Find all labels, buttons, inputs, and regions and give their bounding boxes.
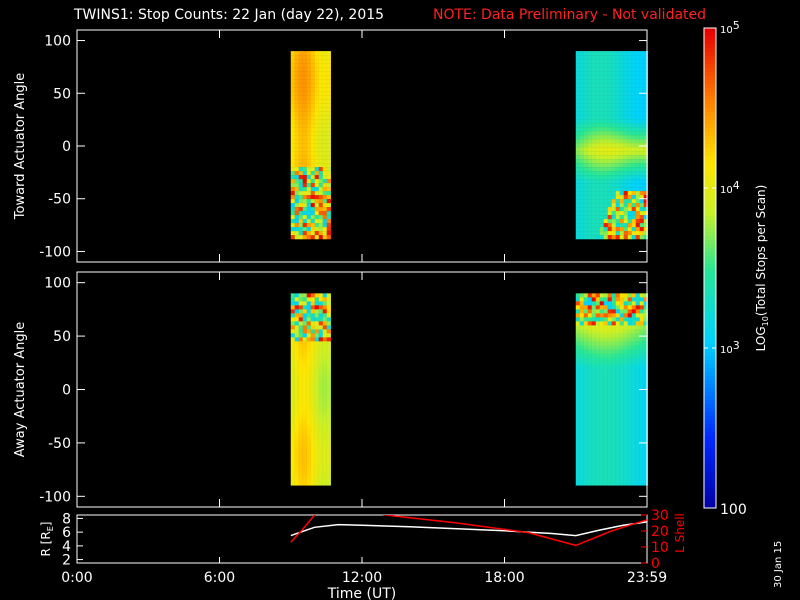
panel-frame bbox=[76, 514, 648, 564]
y-axis-label: Away Actuator Angle bbox=[13, 322, 28, 457]
y-tick-label: 8 bbox=[62, 511, 71, 527]
chart-title-note: NOTE: Data Preliminary - Not validated bbox=[433, 7, 707, 23]
x-tick-label: 0:00 bbox=[61, 570, 92, 586]
y-tick-label: -50 bbox=[48, 436, 71, 452]
heatmap-segment bbox=[575, 51, 648, 240]
y-tick-label: 50 bbox=[53, 86, 71, 102]
y-axis-label-right: L Shell bbox=[673, 513, 687, 553]
colorbar-label: LOG10(Total Stops per Scan) bbox=[754, 185, 770, 352]
heatmap-panel-2 bbox=[76, 271, 648, 508]
heatmap-panel-1 bbox=[76, 29, 648, 263]
y-tick-label: 4 bbox=[62, 539, 71, 555]
y-tick-label: -100 bbox=[39, 244, 71, 260]
y-tick-label: 6 bbox=[62, 525, 71, 541]
y-tick-label: 100 bbox=[44, 276, 71, 292]
footer-date: 30 Jan 15 bbox=[773, 540, 784, 588]
y-axis-label-left: R [RE] bbox=[39, 522, 55, 557]
heatmap-segment bbox=[575, 293, 648, 486]
r-series-line bbox=[290, 521, 647, 537]
y-tick-label: 50 bbox=[53, 329, 71, 345]
orbit-panel: R [RE] bbox=[39, 514, 648, 564]
panel-frame bbox=[76, 271, 648, 508]
colorbar-tick-label: 105 bbox=[720, 19, 740, 36]
y-tick-label: 2 bbox=[62, 553, 71, 569]
colorbar-tick-label: 100 bbox=[720, 502, 747, 518]
chart-title-main: TWINS1: Stop Counts: 22 Jan (day 22), 20… bbox=[74, 7, 385, 23]
y-tick-label-right: 20 bbox=[651, 524, 669, 540]
y-tick-label: -100 bbox=[39, 489, 71, 505]
x-tick-label: 18:00 bbox=[484, 570, 524, 586]
chart-title: TWINS1: Stop Counts: 22 Jan (day 22), 20… bbox=[0, 7, 800, 25]
x-tick-label: 12:00 bbox=[342, 570, 382, 586]
colorbar-frame bbox=[703, 27, 717, 509]
x-tick-label: 23:59 bbox=[627, 570, 667, 586]
colorbar-tick-label: 104 bbox=[720, 179, 740, 196]
lshell-series-line bbox=[290, 515, 647, 547]
y-tick-label: 0 bbox=[62, 139, 71, 155]
y-axis-label: Toward Actuator Angle bbox=[13, 73, 28, 220]
x-tick-label: 6:00 bbox=[204, 570, 235, 586]
heatmap-segment bbox=[290, 51, 331, 240]
heatmap-segment bbox=[290, 293, 331, 486]
y-tick-label: 100 bbox=[44, 34, 71, 50]
y-tick-label-right: 0 bbox=[651, 556, 660, 572]
y-tick-label: -50 bbox=[48, 192, 71, 208]
panel-frame bbox=[76, 29, 648, 263]
y-tick-label-right: 10 bbox=[651, 540, 669, 556]
y-tick-label-right: 30 bbox=[651, 508, 669, 524]
y-tick-label: 0 bbox=[62, 383, 71, 399]
colorbar: 105 104 103 LOG10(Total Stops per Scan) bbox=[703, 19, 770, 509]
colorbar-tick-label: 103 bbox=[720, 339, 740, 356]
x-axis-label: Time (UT) bbox=[327, 586, 396, 600]
